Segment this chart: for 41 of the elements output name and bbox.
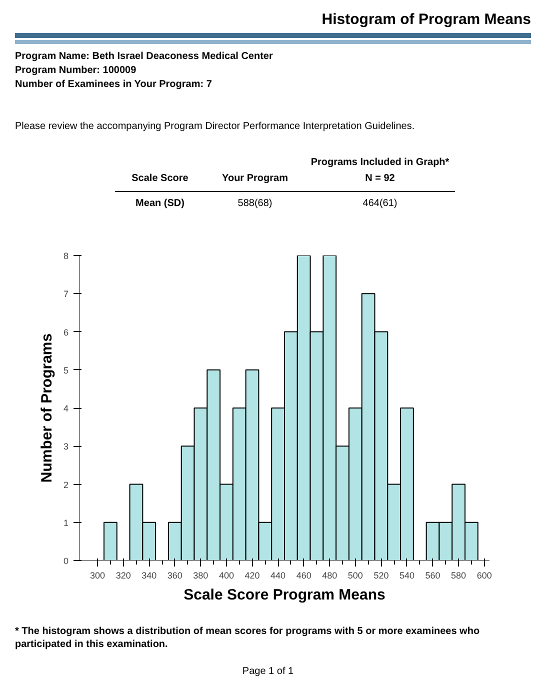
x-tick-label: 340	[142, 570, 157, 580]
x-tick-label: 360	[167, 570, 182, 580]
x-tick-label: 380	[193, 570, 208, 580]
y-axis-title: Number of Programs	[38, 333, 56, 483]
x-tick-label: 540	[399, 570, 415, 580]
chart-title: Histogram of Program Means	[320, 10, 531, 30]
text: 588(68)	[236, 197, 274, 212]
x-tick-label: 600	[476, 570, 492, 580]
text: Page 1 of 1	[241, 665, 295, 679]
x-tick-label: 560	[425, 570, 440, 580]
x-tick-label: 400	[218, 570, 234, 580]
text: Program Name: Beth Israel Deaconess Medical Center	[15, 51, 273, 62]
text: N = 92	[364, 172, 396, 186]
text: Mean (SD)	[134, 197, 186, 212]
y-tick-label: 2	[63, 480, 69, 490]
y-tick-label: 3	[63, 442, 69, 452]
x-tick-label: 420	[244, 570, 260, 580]
text: Programs Included in Graph*	[310, 156, 450, 170]
x-tick-label: 500	[348, 570, 363, 580]
text: 464(61)	[362, 197, 398, 212]
text: Scale Score	[130, 172, 190, 186]
text: Number of Examinees in Your Program: 7	[15, 79, 212, 90]
y-tick-label: 1	[63, 518, 69, 528]
x-axis-title: Scale Score Program Means	[184, 586, 386, 604]
x-tick-label: 480	[322, 570, 338, 580]
x-tick-label: 440	[270, 570, 286, 580]
x-tick-label: 460	[296, 570, 312, 580]
text: * The histogram shows a distribution of mean scores for programs with 5 or more examinees who participated in this examination.	[15, 625, 481, 651]
y-tick-label: 7	[63, 289, 69, 300]
x-tick-label: 300	[90, 570, 106, 580]
y-tick-label: 6	[63, 327, 69, 338]
x-tick-label: 320	[116, 570, 131, 580]
text: Your Program	[221, 172, 289, 186]
x-tick-label: 580	[451, 570, 466, 580]
text: Please review the accompanying Program Director Performance Interpretation Guidelines.	[15, 120, 416, 134]
y-tick-label: 5	[63, 365, 69, 376]
x-tick-label: 520	[374, 570, 389, 580]
y-tick-label: 8	[63, 251, 69, 261]
y-tick-label: 4	[63, 404, 69, 414]
text: Program Number: 100009	[15, 65, 136, 76]
y-tick-label: 0	[63, 556, 69, 566]
